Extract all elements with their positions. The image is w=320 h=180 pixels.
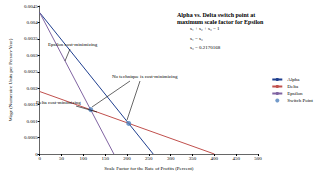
svg-text:250: 250 — [145, 156, 153, 161]
svg-text:0.002: 0.002 — [26, 86, 38, 91]
svg-text:100: 100 — [80, 156, 88, 161]
svg-text:s₁ = s₃: s₁ = s₃ — [190, 36, 203, 41]
svg-text:Delta: Delta — [287, 84, 299, 89]
svg-text:50: 50 — [59, 156, 65, 161]
svg-text:No technique is cost-minimizin: No technique is cost-minimizing — [112, 74, 178, 79]
svg-text:s₁ + s₂ + s₃ = 1: s₁ + s₂ + s₃ = 1 — [190, 26, 220, 31]
svg-text:s₃ = 0.2170168: s₃ = 0.2170168 — [190, 45, 221, 50]
svg-text:Scale Factor for the Rate of P: Scale Factor for the Rate of Profits (Pe… — [104, 166, 194, 171]
svg-text:Delta cost-minimizing: Delta cost-minimizing — [36, 100, 81, 105]
svg-text:350: 350 — [189, 156, 197, 161]
svg-text:300: 300 — [167, 156, 175, 161]
svg-text:0.001: 0.001 — [26, 119, 38, 124]
svg-text:200: 200 — [123, 156, 131, 161]
svg-text:500: 500 — [254, 156, 262, 161]
svg-text:150: 150 — [101, 156, 109, 161]
svg-text:Alpha vs. Delta switch point a: Alpha vs. Delta switch point at — [177, 12, 255, 18]
svg-text:0.003: 0.003 — [26, 53, 38, 58]
svg-text:maximum scale factor for Epsil: maximum scale factor for Epsilon — [177, 19, 264, 25]
svg-text:400: 400 — [211, 156, 219, 161]
svg-text:Epsilon cost-minimizing: Epsilon cost-minimizing — [48, 42, 98, 47]
svg-text:0.0025: 0.0025 — [24, 69, 38, 74]
svg-text:0: 0 — [38, 156, 41, 161]
svg-text:0.0045: 0.0045 — [24, 4, 38, 9]
svg-text:Wage (Numeraire Units per Pers: Wage (Numeraire Units per Person-Year) — [8, 38, 13, 121]
svg-text:0.004: 0.004 — [26, 20, 38, 25]
svg-text:0: 0 — [35, 151, 38, 157]
svg-text:0.0005: 0.0005 — [24, 135, 38, 140]
svg-text:Alpha: Alpha — [287, 77, 300, 82]
svg-text:450: 450 — [232, 156, 240, 161]
svg-text:Epsilon: Epsilon — [287, 91, 303, 96]
svg-text:0.0015: 0.0015 — [23, 102, 38, 108]
svg-text:0.0035: 0.0035 — [24, 36, 38, 41]
svg-text:Switch Point: Switch Point — [287, 98, 313, 103]
